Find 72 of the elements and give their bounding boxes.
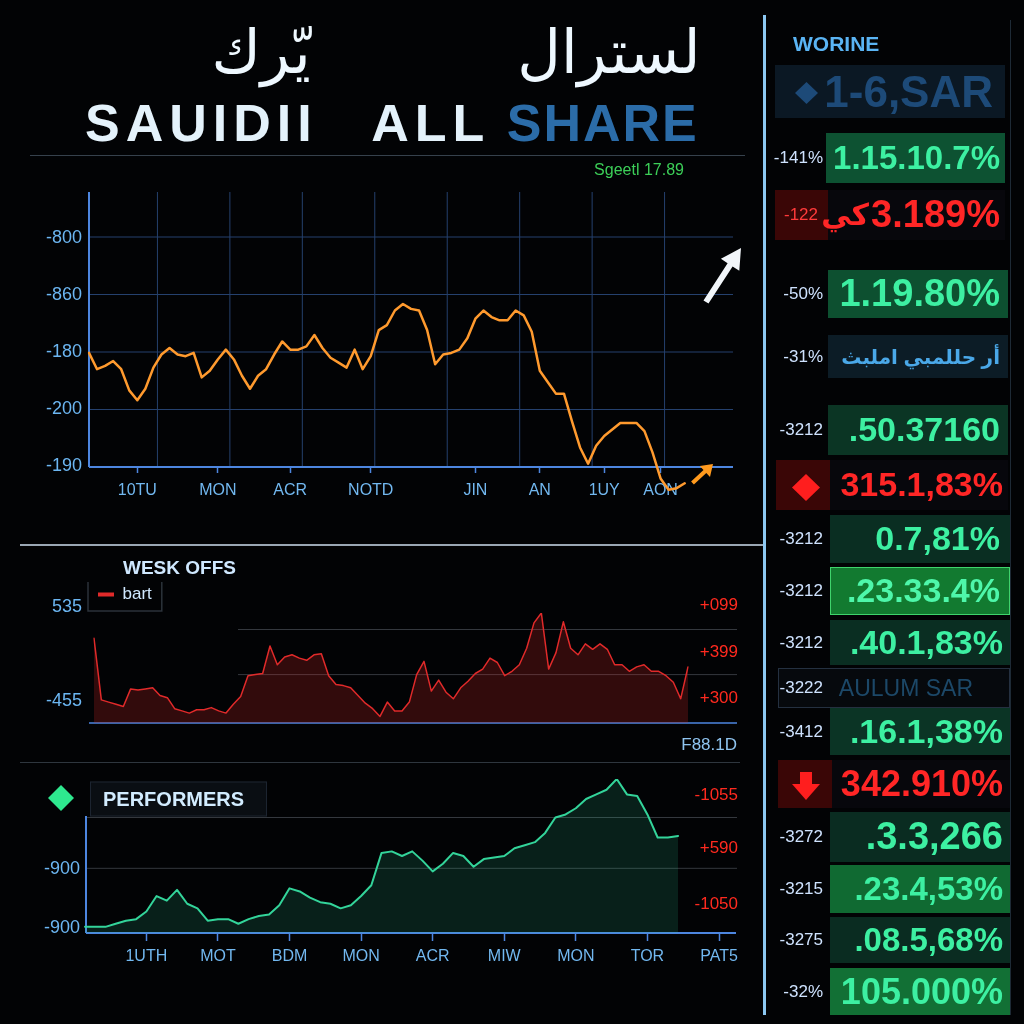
text: -50% xyxy=(783,284,823,304)
x-tick-label: 1UTH xyxy=(125,947,168,965)
text: -180 xyxy=(45,340,82,362)
text: AULUM SAR xyxy=(838,674,973,702)
x-tick-label: NOTD xyxy=(348,481,394,499)
text: -800 xyxy=(45,226,82,248)
x-tick-label: MON xyxy=(557,947,595,965)
text: -32% xyxy=(783,981,823,1002)
text: -3272 xyxy=(779,827,823,847)
chart-subtitle: SAUIDII ALL SHARE xyxy=(85,94,699,153)
x-tick-label: TOR xyxy=(630,947,665,965)
x-tick-label: MON xyxy=(342,947,380,965)
text: .50.37160 xyxy=(848,410,1000,450)
x-tick-label: ACR xyxy=(415,947,450,965)
text: .08.5,68% xyxy=(854,921,1003,959)
chart-title: WESK OFFS xyxy=(123,557,236,579)
x-tick-label: JIN xyxy=(463,481,488,499)
text: -31% xyxy=(783,346,823,367)
x-tick-label: 10TU xyxy=(117,481,157,499)
x-tick-label: ACR xyxy=(273,481,308,499)
text: -3212 xyxy=(779,420,823,440)
text: WORINE xyxy=(793,31,880,57)
chart-title: PERFORMERS xyxy=(90,781,268,817)
text: 1-6,SAR xyxy=(824,66,993,117)
annotation: +590 xyxy=(699,838,738,858)
text: 105.000% xyxy=(840,970,1003,1013)
text: 342.910% xyxy=(840,763,1003,805)
text: 315.1,83% xyxy=(840,465,1003,505)
text: -3412 xyxy=(779,721,823,742)
text: -455 xyxy=(45,689,82,711)
text: -3275 xyxy=(779,930,823,950)
x-tick-label: AN xyxy=(528,481,551,499)
text: -141% xyxy=(773,148,823,168)
text: -860 xyxy=(45,283,82,305)
text: F88.1D xyxy=(681,735,737,755)
x-tick-label: PAT5 xyxy=(700,947,738,965)
text: -900 xyxy=(43,857,80,879)
text: -190 xyxy=(45,454,82,476)
x-tick-label: MIW xyxy=(487,947,522,965)
text: 0.7,81% xyxy=(875,519,1000,559)
text: 3.189% xyxy=(871,193,1000,237)
text: -3212 xyxy=(779,632,823,653)
text: 1.15.10.7% xyxy=(833,139,1000,177)
x-tick-label: BDM xyxy=(271,947,308,965)
text: .3.3,266 xyxy=(865,815,1003,859)
text: أر حللمبي املبث xyxy=(841,345,1000,368)
annotation: -1050 xyxy=(694,894,738,914)
text: -900 xyxy=(43,916,80,938)
text: -200 xyxy=(45,397,82,419)
text: +099 xyxy=(699,595,738,615)
text: .40.1,83% xyxy=(849,622,1003,663)
text: .23.33.4% xyxy=(846,571,1000,611)
text: 535 xyxy=(51,595,82,617)
text: +300 xyxy=(699,688,738,708)
x-tick-label: 1UY xyxy=(588,481,621,499)
text: -3212 xyxy=(779,529,823,549)
x-tick-label: MON xyxy=(199,481,237,499)
x-tick-label: AON xyxy=(643,481,678,499)
text: كي xyxy=(821,197,869,233)
legend-label: bart xyxy=(122,584,153,604)
text: 1.19.80% xyxy=(839,272,1000,316)
text: -122 xyxy=(783,205,819,225)
text: -3222 xyxy=(779,678,823,698)
text: Sgeetl 17.89 xyxy=(594,160,684,180)
text: .16.1,38% xyxy=(849,711,1003,752)
annotation: -1055 xyxy=(694,785,738,805)
text: -3212 xyxy=(779,581,823,601)
x-tick-label: MOT xyxy=(200,947,236,965)
text: .23.4,53% xyxy=(854,870,1003,908)
chart-title: لسترال يّرك xyxy=(211,17,701,87)
text: -3215 xyxy=(779,879,823,899)
text: +399 xyxy=(699,642,738,662)
